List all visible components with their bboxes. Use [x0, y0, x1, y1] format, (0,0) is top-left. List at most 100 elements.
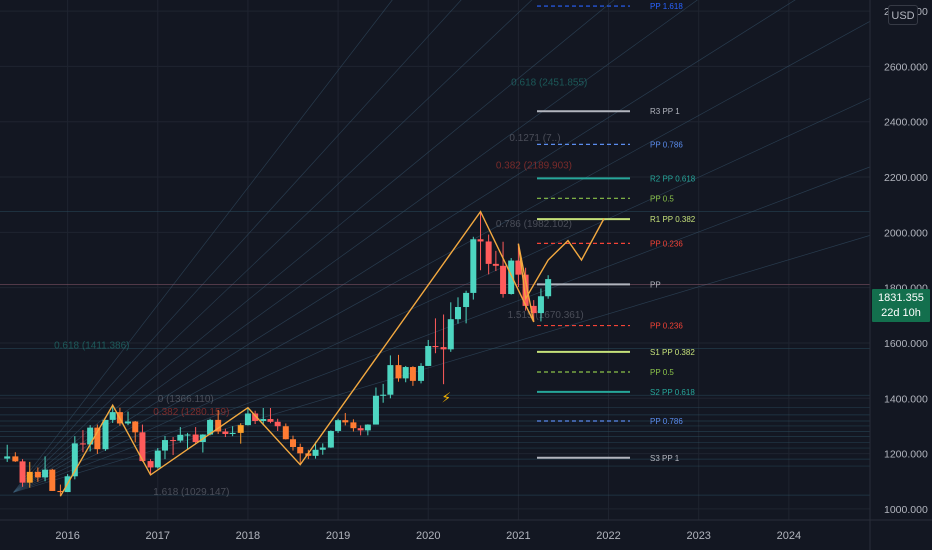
price-tick-label-0: 1000.000 [884, 504, 928, 516]
candle-body-61[interactable] [463, 292, 470, 308]
pivot-label-1: R3 PP 1 [650, 107, 680, 116]
candle-body-20[interactable] [154, 450, 161, 468]
candle-body-29[interactable] [222, 431, 229, 434]
candle-body-31[interactable] [237, 425, 244, 433]
candle-body-62[interactable] [470, 239, 477, 293]
candle-body-35[interactable] [267, 419, 274, 422]
candle-body-43[interactable] [327, 430, 334, 448]
candle-body-42[interactable] [319, 447, 326, 450]
candle-body-36[interactable] [274, 421, 281, 427]
candle-body-47[interactable] [357, 428, 364, 431]
candle-body-65[interactable] [492, 263, 499, 266]
last-price-badge: 1831.355 22d 10h [872, 289, 930, 322]
candlestick-series[interactable] [4, 211, 552, 497]
candle-body-48[interactable] [364, 424, 371, 431]
candle-body-55[interactable] [418, 365, 425, 381]
candle-body-12[interactable] [94, 427, 101, 450]
candle-body-41[interactable] [312, 449, 319, 456]
candle-body-59[interactable] [447, 319, 454, 350]
candle-body-46[interactable] [350, 422, 357, 429]
lightning-icon: ⚡ [441, 390, 451, 406]
candle-body-67[interactable] [508, 260, 515, 295]
candle-body-27[interactable] [207, 419, 214, 435]
pivot-label-13: S3 PP 1 [650, 454, 680, 463]
currency-button[interactable]: USD [888, 5, 918, 25]
candle-body-39[interactable] [297, 446, 304, 454]
price-tick-label-2: 1400.000 [884, 393, 928, 405]
candle-body-51[interactable] [387, 365, 394, 395]
candle-body-68[interactable] [515, 260, 522, 275]
fan-line-5 [13, 0, 698, 493]
candle-body-16[interactable] [125, 421, 132, 424]
candle-body-32[interactable] [244, 413, 251, 426]
fan-line-7 [13, 0, 533, 493]
fib-level-labels: 0.618 (1411.386) 0 (1366.110) 0.382 (1280.… [54, 78, 587, 498]
candle-body-34[interactable] [260, 419, 267, 421]
candle-body-0[interactable] [4, 456, 11, 459]
candle-body-9[interactable] [71, 443, 78, 477]
candle-body-2[interactable] [19, 461, 26, 483]
candle-body-52[interactable] [395, 365, 402, 379]
fib-label-3: 1.618 (1029.147) [153, 487, 229, 498]
candle-body-21[interactable] [161, 440, 168, 451]
candle-body-69[interactable] [522, 274, 529, 306]
candle-body-70[interactable] [530, 305, 537, 314]
time-tick-label-6: 2022 [596, 530, 620, 542]
candle-body-60[interactable] [454, 307, 461, 320]
candle-body-23[interactable] [177, 434, 184, 441]
candle-body-14[interactable] [109, 412, 116, 420]
candle-body-72[interactable] [545, 279, 552, 297]
candle-body-64[interactable] [485, 241, 492, 264]
candle-body-58[interactable] [440, 347, 447, 350]
candle-body-45[interactable] [342, 420, 349, 423]
price-tick-label-6: 2200.000 [884, 172, 928, 184]
candle-body-49[interactable] [372, 395, 379, 425]
pivot-label-10: PP 0.5 [650, 368, 674, 377]
candle-body-13[interactable] [102, 419, 109, 450]
time-tick-label-5: 2021 [506, 530, 530, 542]
candle-body-3[interactable] [26, 471, 33, 483]
candle-body-17[interactable] [132, 421, 139, 433]
fan-line-9 [13, 0, 393, 493]
fib-label-5: 0.1271 (7..) [509, 133, 560, 144]
candle-body-4[interactable] [34, 471, 41, 478]
candle-body-71[interactable] [537, 296, 544, 314]
candle-body-37[interactable] [282, 426, 289, 440]
candle-body-10[interactable] [79, 443, 86, 445]
candle-body-1[interactable] [12, 456, 19, 462]
candle-body-54[interactable] [409, 367, 416, 381]
candle-body-44[interactable] [335, 420, 342, 431]
candle-body-40[interactable] [305, 453, 312, 456]
candle-body-5[interactable] [42, 469, 49, 478]
candle-body-22[interactable] [170, 440, 177, 442]
candle-body-30[interactable] [229, 432, 236, 434]
price-tick-label-7: 2400.000 [884, 117, 928, 129]
candle-body-66[interactable] [500, 265, 507, 295]
price-axis[interactable]: 1000.0001200.0001400.0001600.0001800.000… [870, 0, 932, 550]
candle-body-57[interactable] [432, 346, 439, 348]
fib-label-2: 0.382 (1280.159) [153, 407, 229, 418]
price-axis-bg [870, 0, 932, 550]
fan-line-6 [13, 0, 615, 493]
candle-body-24[interactable] [184, 434, 191, 436]
candle-body-25[interactable] [192, 434, 199, 442]
bar-countdown: 22d 10h [881, 307, 921, 319]
pivot-label-0: PP 1.618 [650, 2, 683, 11]
candle-body-6[interactable] [49, 469, 56, 491]
pivot-levels: PP 1.618 R3 PP 1 PP 0.786 R2 PP 0.618 PP 0.5… [537, 2, 696, 463]
candle-body-18[interactable] [139, 432, 146, 462]
candle-body-33[interactable] [252, 413, 259, 421]
candle-body-19[interactable] [147, 461, 154, 468]
candle-body-7[interactable] [57, 490, 64, 493]
fan-line-2 [13, 98, 871, 493]
candle-body-63[interactable] [477, 239, 484, 242]
price-tick-label-3: 1600.000 [884, 338, 928, 350]
candle-body-50[interactable] [380, 394, 387, 396]
candle-body-11[interactable] [87, 427, 94, 445]
candle-body-53[interactable] [402, 367, 409, 379]
candle-body-28[interactable] [215, 419, 222, 432]
candle-body-56[interactable] [425, 346, 432, 366]
candle-body-38[interactable] [290, 439, 297, 447]
